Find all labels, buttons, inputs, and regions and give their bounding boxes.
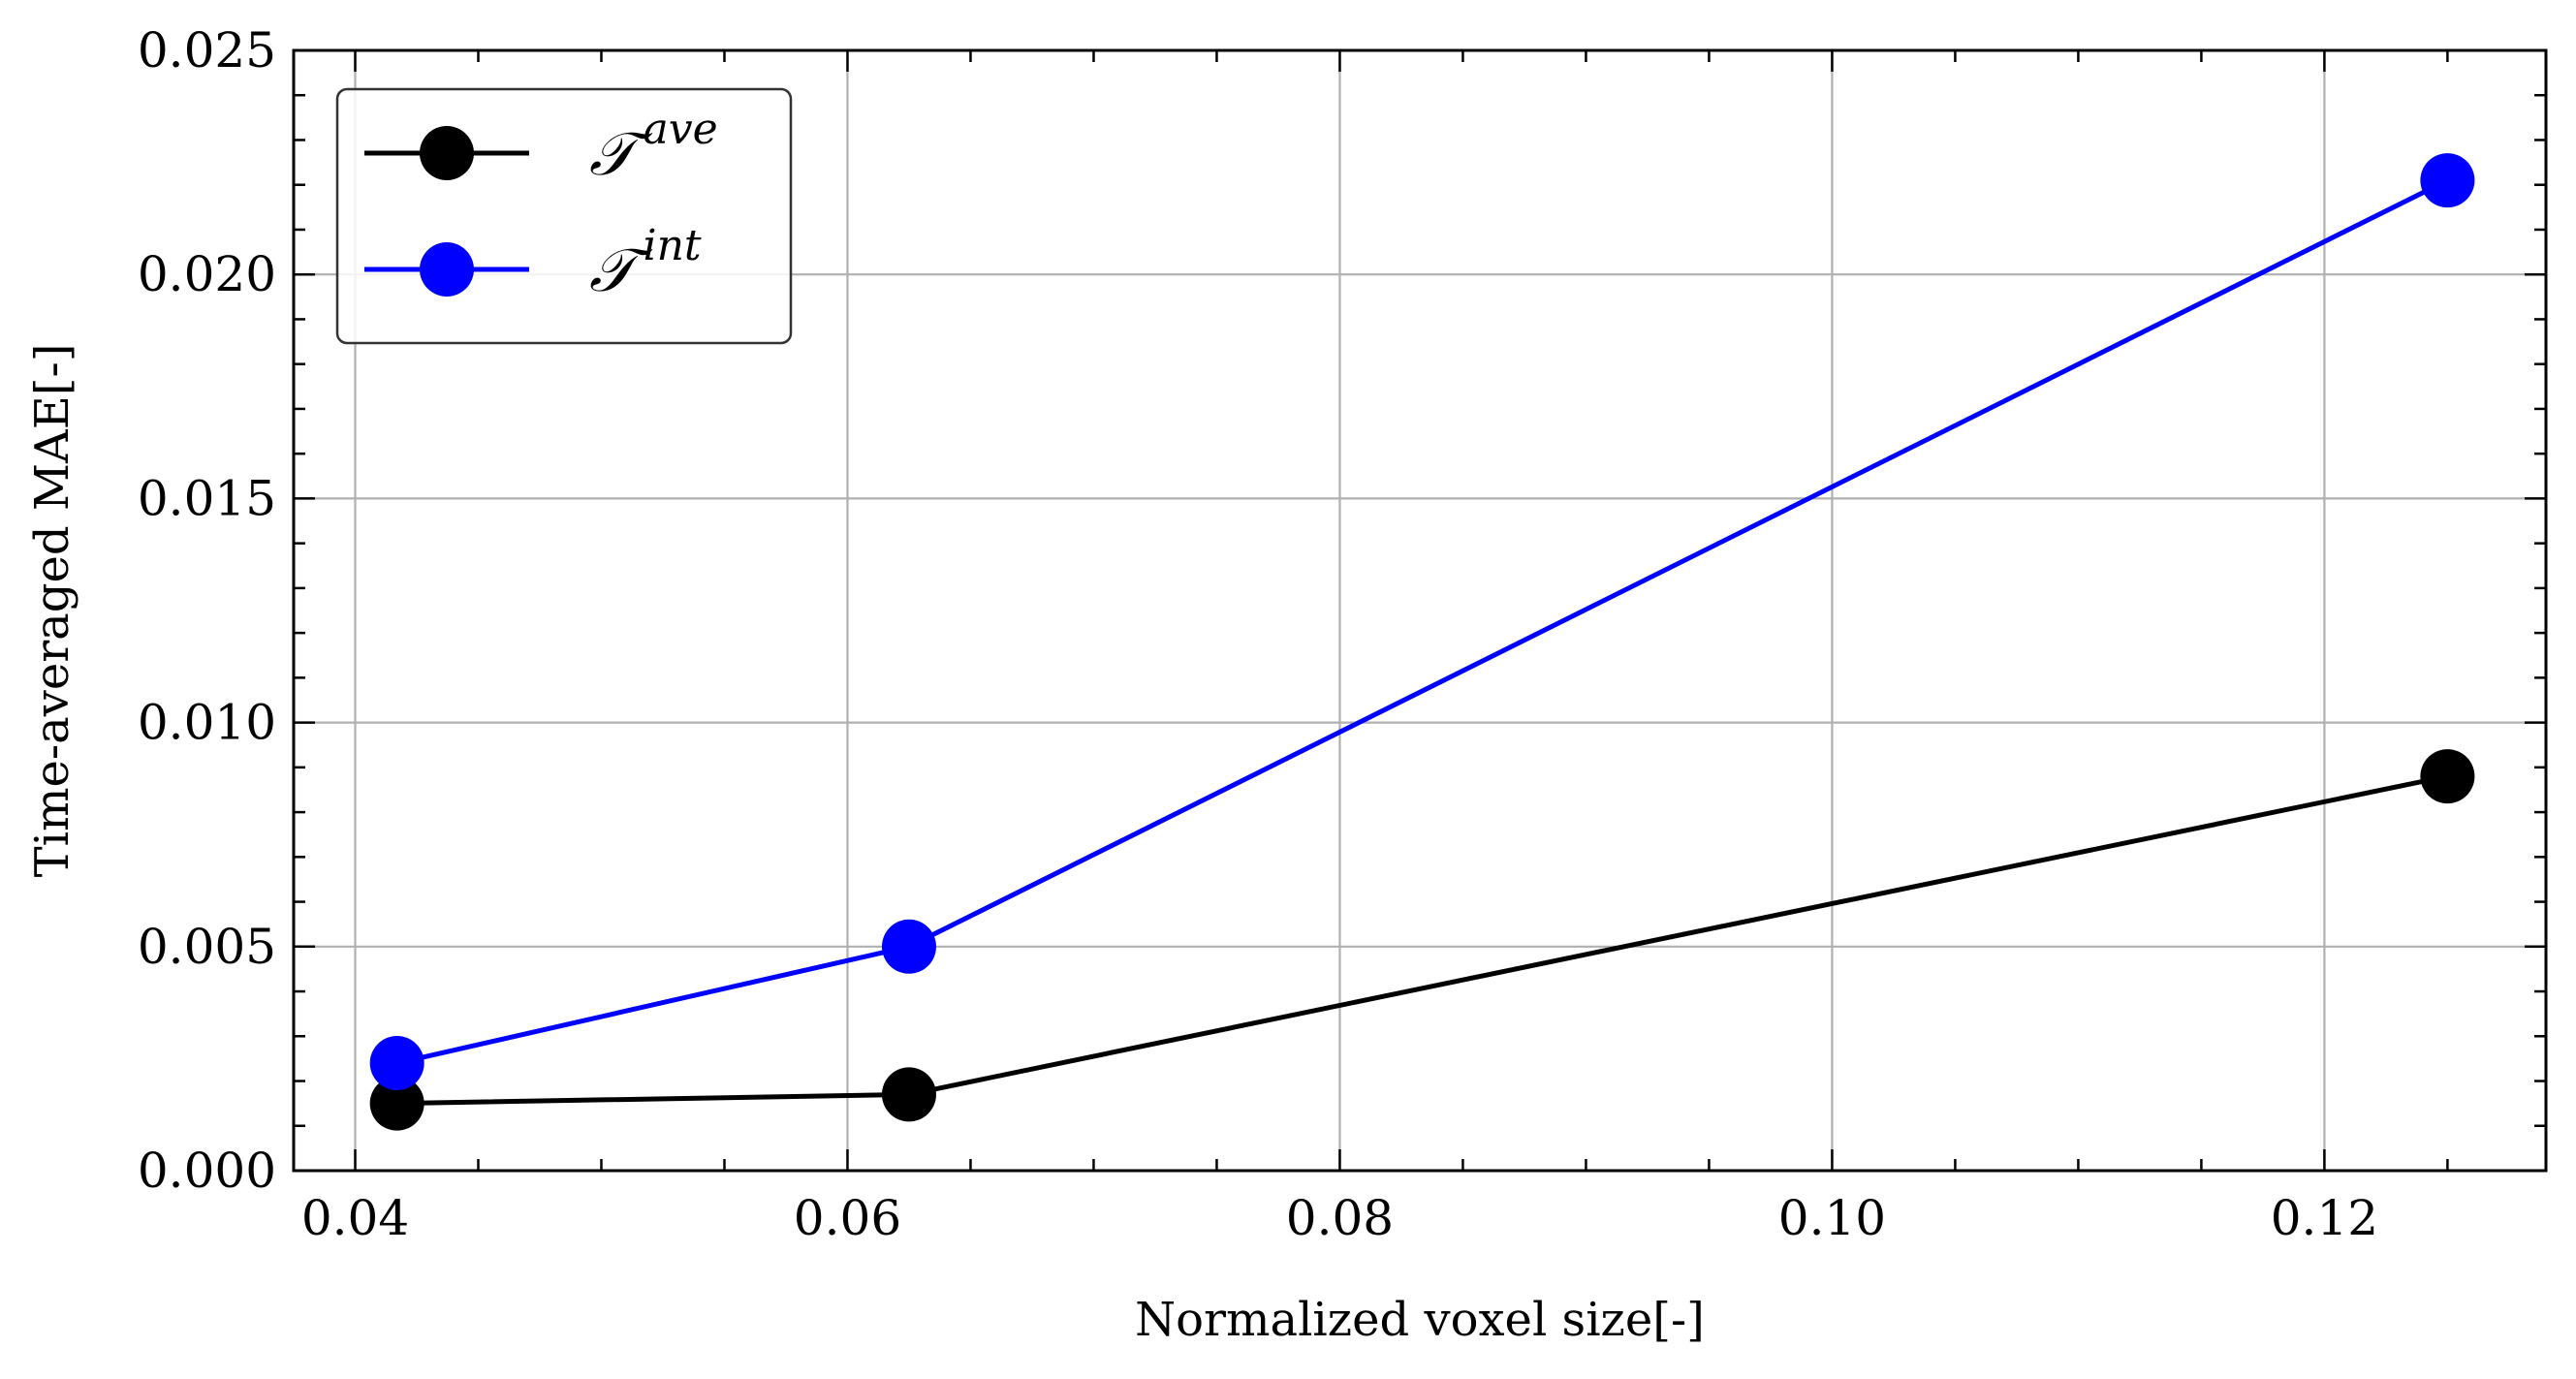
legend-label-superscript: int	[644, 221, 702, 270]
label-layer: Normalized voxel size[-] Time-averaged M…	[25, 344, 1705, 1347]
y-tick-label: 0.005	[138, 919, 276, 975]
data-point-ave	[2420, 749, 2475, 804]
y-tick-label: 0.000	[138, 1143, 276, 1199]
x-tick-label: 0.06	[794, 1190, 901, 1246]
y-tick-label: 0.010	[138, 695, 276, 751]
x-axis-label: Normalized voxel size[-]	[1135, 1293, 1705, 1347]
data-point-ave	[369, 1076, 424, 1131]
x-tick-label: 0.12	[2271, 1190, 2378, 1246]
legend-marker-ave	[420, 126, 474, 180]
x-tick-label: 0.08	[1286, 1190, 1394, 1246]
y-tick-label: 0.020	[138, 246, 276, 302]
legend-marker-int	[420, 242, 474, 297]
y-tick-label: 0.015	[138, 470, 276, 526]
data-point-int	[2420, 153, 2475, 208]
tick-layer: 0.04 0.06 0.08 0.10 0.12 0.000 0.005 0.010 0.015…	[138, 22, 2546, 1246]
series-line-ave	[396, 773, 2448, 1107]
data-point-ave	[881, 1067, 936, 1122]
x-tick-label: 0.10	[1778, 1190, 1886, 1246]
frame-layer	[292, 48, 2548, 1173]
data-point-int	[369, 1036, 424, 1091]
series-layer	[369, 153, 2475, 1131]
data-point-int	[881, 919, 936, 974]
legend-box	[335, 87, 793, 345]
y-axis-label: Time-averaged MAE[-]	[25, 344, 79, 878]
x-tick-label: 0.04	[301, 1190, 409, 1246]
plot-frame	[292, 48, 2548, 1173]
legend-label-superscript: ave	[644, 105, 718, 154]
y-tick-label: 0.025	[138, 22, 276, 78]
